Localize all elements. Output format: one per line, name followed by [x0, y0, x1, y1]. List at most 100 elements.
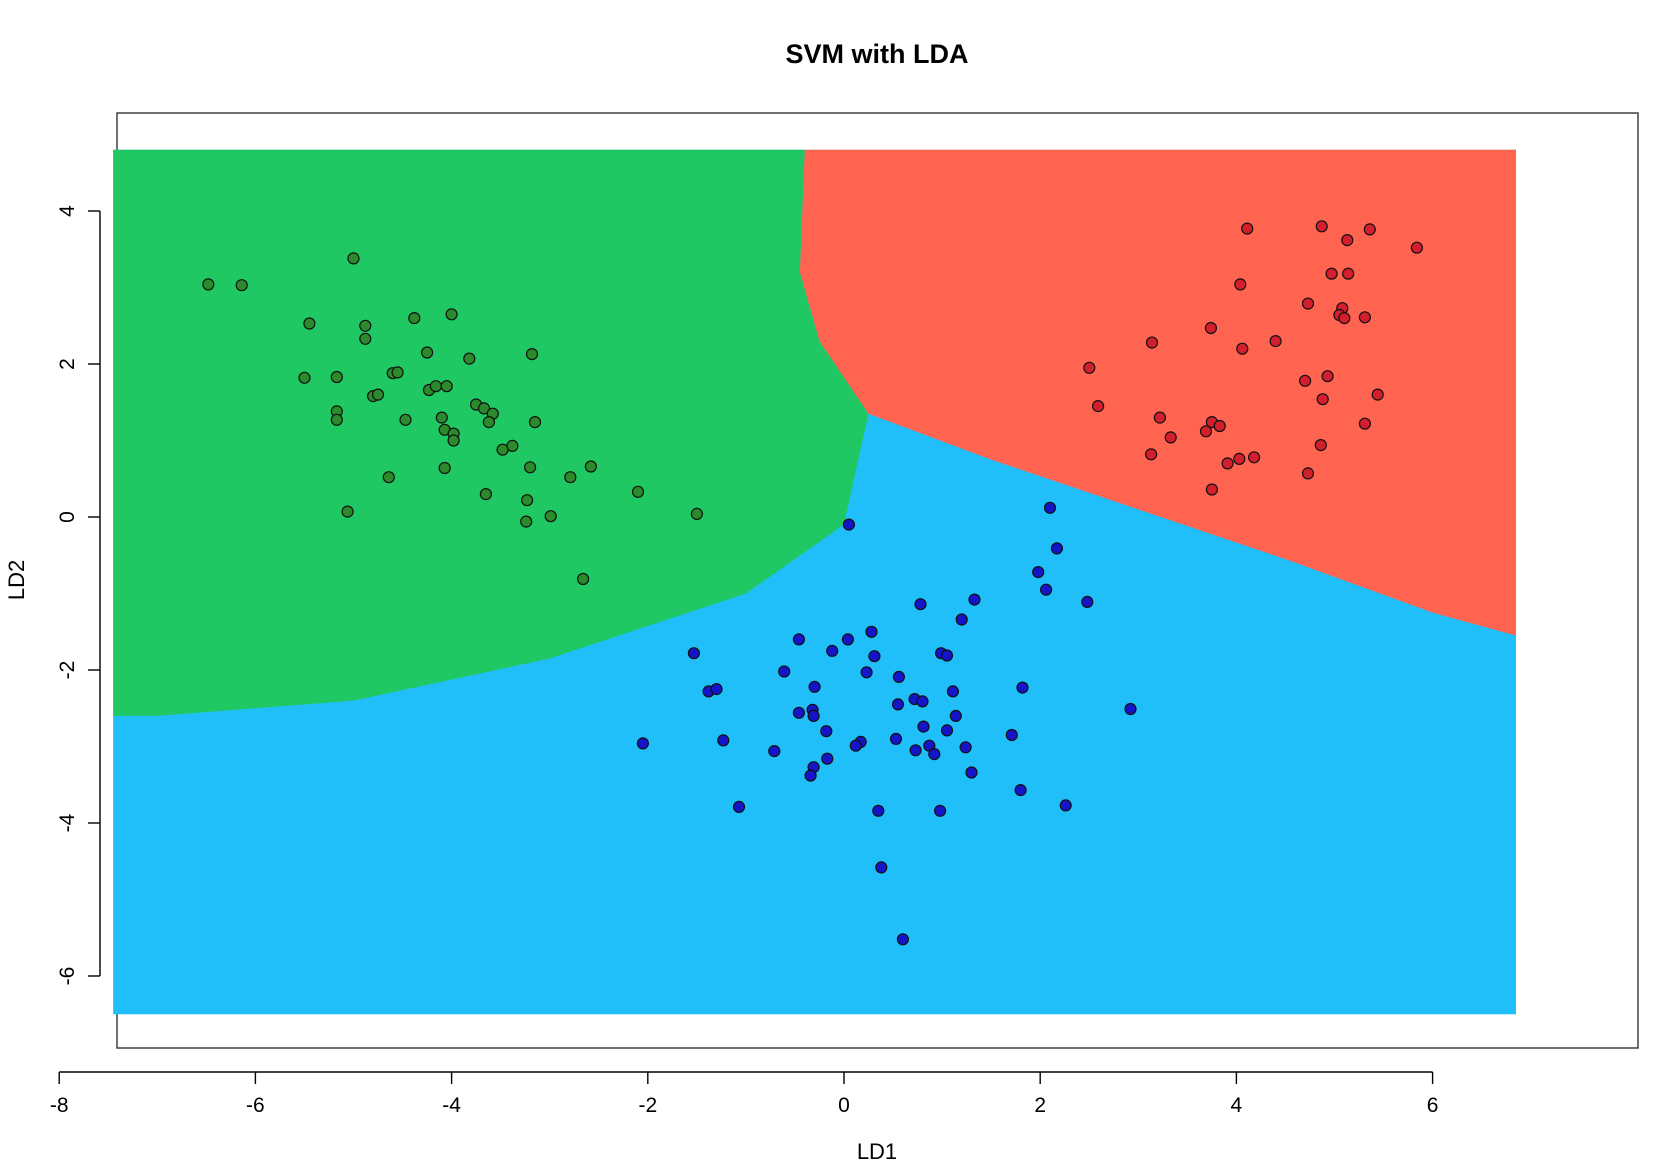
data-point	[968, 593, 981, 606]
x-tick-label: -6	[246, 1094, 265, 1117]
decision-regions	[113, 149, 1516, 1015]
data-point	[564, 471, 577, 484]
data-point	[842, 518, 856, 531]
data-point	[1316, 393, 1329, 406]
data-point	[940, 724, 954, 737]
data-point	[391, 366, 404, 379]
data-point	[1338, 312, 1351, 325]
data-point	[1269, 335, 1282, 348]
data-point	[330, 413, 343, 426]
data-point	[1199, 425, 1213, 438]
data-point	[359, 319, 372, 332]
data-point	[1234, 278, 1247, 291]
data-point	[1298, 374, 1312, 387]
data-point	[435, 411, 448, 424]
data-point	[1315, 220, 1328, 233]
data-point	[892, 670, 906, 684]
data-point	[1050, 542, 1064, 555]
data-points	[202, 220, 1424, 946]
data-point	[371, 388, 385, 401]
x-tick-label: 0	[838, 1094, 850, 1117]
data-point	[1410, 241, 1424, 254]
data-point	[1301, 297, 1315, 310]
data-point	[482, 416, 495, 429]
data-point	[860, 666, 873, 679]
data-point	[1153, 411, 1167, 424]
data-point	[1039, 583, 1053, 596]
data-point	[865, 625, 878, 638]
data-point	[631, 485, 645, 498]
data-point	[849, 739, 862, 752]
x-tick-label: -2	[638, 1094, 657, 1117]
data-point	[1241, 222, 1254, 235]
data-point	[768, 744, 781, 758]
data-point	[778, 665, 791, 678]
data-point	[690, 507, 704, 521]
data-point	[1005, 728, 1018, 742]
data-point	[463, 352, 476, 365]
data-point	[576, 572, 590, 586]
data-point	[298, 371, 311, 384]
data-point	[1301, 467, 1315, 480]
data-point	[1314, 439, 1327, 452]
data-point	[525, 348, 539, 361]
data-point	[347, 252, 360, 265]
data-point	[636, 737, 650, 750]
data-point	[1124, 702, 1137, 716]
data-point	[940, 649, 954, 662]
data-point	[896, 933, 910, 946]
data-point	[429, 380, 442, 393]
x-tick-label: 4	[1231, 1094, 1243, 1117]
data-point	[382, 471, 395, 484]
data-point	[1221, 457, 1234, 470]
data-point	[523, 461, 537, 474]
data-point	[1059, 799, 1072, 812]
data-point	[330, 370, 343, 384]
data-point	[440, 380, 453, 393]
data-point	[528, 416, 542, 429]
data-point	[399, 413, 412, 426]
data-point	[1145, 336, 1159, 349]
data-point	[1016, 681, 1029, 694]
data-point	[421, 346, 434, 359]
data-point	[584, 460, 598, 473]
data-point	[1233, 452, 1246, 465]
data-point	[1144, 448, 1158, 461]
data-point	[914, 598, 927, 611]
data-point	[909, 744, 922, 757]
x-tick-label: -8	[50, 1094, 69, 1117]
data-point	[1204, 321, 1218, 335]
data-point	[359, 332, 372, 345]
y-tick-label: -2	[56, 661, 79, 680]
data-point	[959, 741, 972, 754]
data-point	[928, 747, 941, 761]
data-point	[1342, 267, 1355, 280]
data-point	[917, 720, 930, 733]
y-tick-label: -4	[56, 813, 79, 832]
data-point	[875, 861, 888, 874]
x-axis-label: LD1	[857, 1139, 897, 1164]
data-point	[687, 647, 701, 660]
data-point	[841, 633, 855, 646]
data-point	[807, 709, 820, 723]
data-point	[447, 434, 460, 447]
data-point	[889, 732, 903, 746]
region-green	[113, 149, 869, 716]
data-point	[479, 488, 492, 501]
data-point	[303, 317, 316, 330]
data-point	[916, 695, 929, 708]
data-point	[933, 804, 947, 817]
axes: -8 -6 -4 -2 0 2 4 6 -6 -4 -2 0 2 4	[50, 205, 1439, 1117]
data-point	[1014, 783, 1027, 797]
x-tick-label: -4	[442, 1094, 461, 1117]
data-point	[1341, 234, 1354, 247]
data-point	[1325, 267, 1338, 280]
data-point	[438, 461, 451, 475]
data-point	[235, 279, 248, 292]
chart-title: SVM with LDA	[786, 39, 969, 69]
data-point	[408, 312, 421, 325]
data-point	[520, 494, 534, 507]
data-point	[1205, 483, 1219, 496]
data-point	[804, 769, 817, 782]
